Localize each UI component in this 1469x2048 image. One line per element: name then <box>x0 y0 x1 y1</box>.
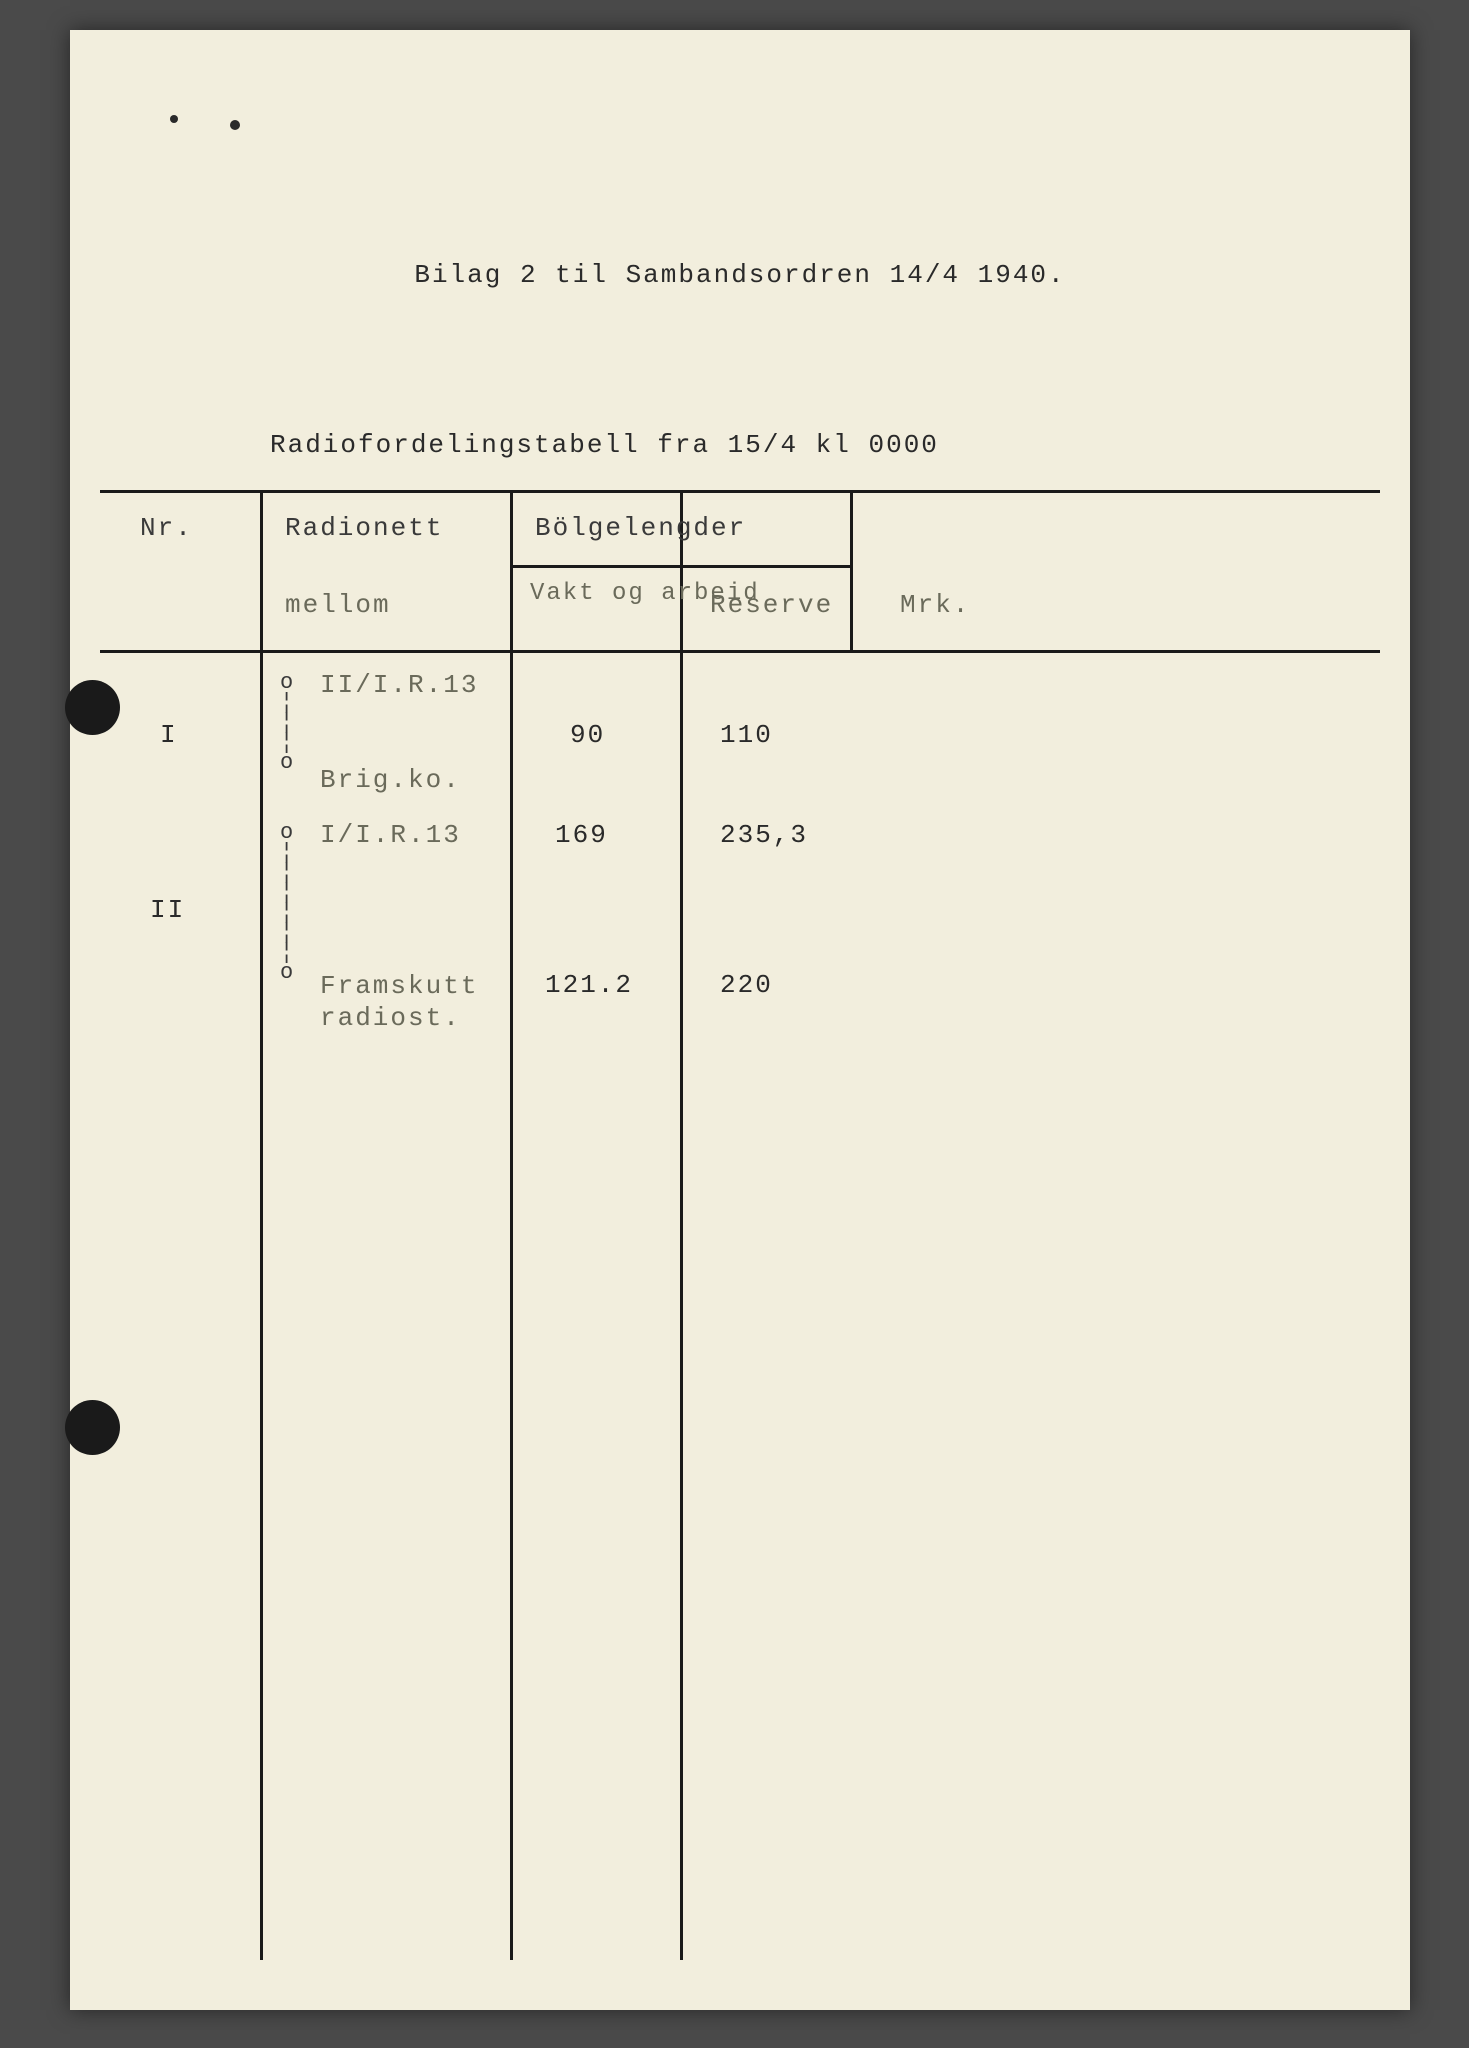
document-page: Bilag 2 til Sambandsordren 14/4 1940. Ra… <box>70 30 1410 2010</box>
cell-reserve: 220 <box>720 970 773 1000</box>
node-marker: o¦¦¦o <box>280 673 295 773</box>
node-label: Brig.ko. <box>320 765 461 795</box>
row-nr: II <box>150 895 185 925</box>
col-header-radionett: Radionett <box>285 513 443 543</box>
ink-speck <box>170 115 178 123</box>
table-rule <box>100 490 1380 493</box>
cell-vakt: 169 <box>555 820 608 850</box>
ink-speck <box>230 120 240 130</box>
punch-hole <box>65 680 120 735</box>
row-nr: I <box>160 720 178 750</box>
node-label: Framskutt radiost. <box>320 970 478 1034</box>
node-marker: o¦¦¦¦¦¦o <box>280 823 295 983</box>
cell-reserve: 235,3 <box>720 820 808 850</box>
page-content: Bilag 2 til Sambandsordren 14/4 1940. Ra… <box>70 30 1410 2010</box>
cell-vakt: 121.2 <box>545 970 633 1000</box>
document-title: Bilag 2 til Sambandsordren 14/4 1940. <box>70 260 1410 290</box>
table-rule <box>510 490 513 1960</box>
table-rule <box>260 490 263 1960</box>
col-header-bolgelengder: Bölgelengder <box>535 513 746 543</box>
cell-vakt: 90 <box>570 720 605 750</box>
col-header-mrk: Mrk. <box>900 590 970 620</box>
punch-hole <box>65 1400 120 1455</box>
node-label: II/I.R.13 <box>320 670 478 700</box>
scan-background: Bilag 2 til Sambandsordren 14/4 1940. Ra… <box>0 0 1469 2048</box>
table-rule <box>100 650 1380 653</box>
col-header-reserve: Reserve <box>710 590 833 620</box>
document-subtitle: Radiofordelingstabell fra 15/4 kl 0000 <box>270 430 939 460</box>
node-label: I/I.R.13 <box>320 820 461 850</box>
col-header-nr: Nr. <box>140 513 193 543</box>
cell-reserve: 110 <box>720 720 773 750</box>
table-rule <box>680 490 683 1960</box>
table-rule <box>850 490 853 650</box>
col-header-mellom: mellom <box>285 590 391 620</box>
